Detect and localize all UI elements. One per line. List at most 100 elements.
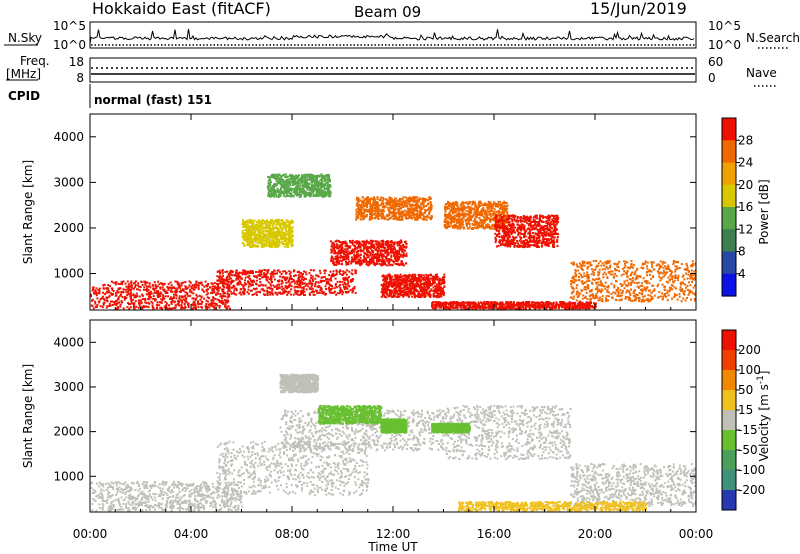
- power-ytick-label: 3000: [53, 175, 84, 189]
- power-colorbar-swatch: [722, 251, 736, 275]
- velocity-colorbar-swatch: [722, 490, 736, 511]
- power-colorbar-swatch: [722, 118, 736, 141]
- power-ytick-label: 4000: [53, 130, 84, 144]
- velocity-colorbar-tick: -50: [738, 443, 758, 457]
- power-region-1: [216, 269, 358, 296]
- beam-label: Beam 09: [354, 3, 421, 21]
- velocity-colorbar-tick: 15: [738, 403, 753, 417]
- velocity-colorbar-swatch: [722, 430, 736, 451]
- velocity-region-1: [216, 440, 370, 497]
- freq-right-top: 60: [708, 55, 723, 69]
- power-region-9: [431, 300, 597, 310]
- power-ytick-label: 1000: [53, 267, 84, 281]
- power-colorbar-tick: 12: [738, 222, 753, 236]
- power-region-0: [90, 280, 231, 310]
- velocity-colorbar-swatch: [722, 410, 736, 431]
- power-heatmap: [90, 173, 696, 310]
- velocity-heatmap: [90, 373, 696, 512]
- noise-right-label: N.Search: [746, 31, 800, 45]
- power-ytick-label: 2000: [53, 221, 84, 235]
- x-tick-label: 16:00: [477, 527, 512, 541]
- velocity-colorbar-swatch: [722, 450, 736, 471]
- velocity-region-4: [570, 462, 696, 508]
- power-region-2: [330, 239, 408, 267]
- cpid-value: normal (fast) 151: [94, 93, 212, 107]
- noise-left-bottom: 10^0: [53, 38, 86, 52]
- velocity-region-8: [457, 500, 648, 512]
- velocity-ytick-label: 3000: [53, 380, 84, 394]
- freq-label-1: Freq.: [20, 54, 50, 68]
- freq-right-bottom: 0: [708, 71, 716, 85]
- power-colorbar-tick: 4: [738, 267, 746, 281]
- velocity-y-axis: 1000 2000 3000 4000: [53, 335, 696, 483]
- power-colorbar-tick: 28: [738, 133, 753, 147]
- power-ylabel: Slant Range [km]: [21, 160, 35, 264]
- x-tick-label: 08:00: [275, 527, 310, 541]
- velocity-colorbar-tick: -200: [738, 483, 765, 497]
- velocity-colorbar-tick: 100: [738, 363, 761, 377]
- date-label: 15/Jun/2019: [590, 0, 687, 18]
- velocity-colorbar-tick: -100: [738, 463, 765, 477]
- velocity-colorbar-tick: 50: [738, 383, 753, 397]
- velocity-colorbar-swatch: [722, 390, 736, 411]
- noise-sky-line: [89, 28, 695, 45]
- time-x-axis: 00:00 04:00 08:00 12:00 16:00 20:00 00:00: [73, 114, 714, 541]
- station-title: Hokkaido East (fitACF): [92, 0, 271, 18]
- velocity-region-6: [380, 418, 408, 434]
- velocity-ytick-label: 4000: [53, 335, 84, 349]
- noise-panel-frame: [89, 21, 697, 49]
- power-colorbar-swatch: [722, 273, 736, 297]
- power-y-axis: 1000 2000 3000 4000: [53, 130, 696, 281]
- velocity-ytick-label: 2000: [53, 425, 84, 439]
- x-tick-label: 12:00: [376, 527, 411, 541]
- freq-left-bottom: 8: [76, 71, 84, 85]
- velocity-colorbar-swatch: [722, 350, 736, 371]
- power-colorbar-tick: 24: [738, 156, 753, 170]
- power-colorbar-swatch: [722, 207, 736, 230]
- x-tick-label: 00:00: [73, 527, 108, 541]
- power-colorbar: 28 24 20 16 12 8 4: [721, 117, 753, 297]
- velocity-ylabel: Slant Range [km]: [21, 364, 35, 468]
- x-tick-label: 04:00: [174, 527, 209, 541]
- power-region-5: [494, 214, 560, 249]
- power-colorbar-tick: 20: [738, 178, 753, 192]
- x-tick-label: 00:00: [679, 527, 714, 541]
- freq-panel-frame: [89, 57, 697, 83]
- noise-trace: [89, 28, 695, 46]
- power-colorbar-swatch: [722, 184, 736, 208]
- velocity-region-7: [431, 422, 471, 434]
- freq-left-top: 18: [69, 55, 84, 69]
- power-region-3: [380, 273, 446, 299]
- power-colorbar-label: Power [dB]: [757, 179, 771, 244]
- velocity-colorbar-label: Velocity [m s-1]: [756, 371, 771, 462]
- freq-label-2: [MHz]: [6, 67, 41, 81]
- velocity-colorbar: 200 100 50 15 -15 -50 -100 -200: [721, 329, 765, 511]
- velocity-region-5: [317, 404, 383, 425]
- x-axis-label: Time UT: [367, 540, 418, 554]
- noise-left-label: N.Sky: [8, 31, 42, 45]
- cpid-label: CPID: [8, 89, 40, 103]
- velocity-region-3: [444, 404, 572, 461]
- velocity-colorbar-swatch: [722, 330, 736, 351]
- power-region-8: [569, 259, 696, 303]
- velocity-colorbar-swatch: [722, 470, 736, 491]
- power-region-10: [241, 218, 294, 249]
- power-colorbar-tick: 8: [738, 245, 746, 259]
- velocity-ytick-label: 1000: [53, 469, 84, 483]
- power-colorbar-tick: 16: [738, 200, 753, 214]
- power-colorbar-swatch: [722, 162, 736, 186]
- velocity-colorbar-tick: -15: [738, 423, 758, 437]
- noise-left-top: 10^5: [53, 19, 86, 33]
- power-colorbar-swatch: [722, 140, 736, 164]
- power-colorbar-swatch: [722, 229, 736, 253]
- velocity-colorbar-tick: 200: [738, 343, 761, 357]
- power-region-7: [266, 173, 332, 198]
- power-region-6: [355, 196, 433, 221]
- noise-right-bottom: 10^0: [708, 38, 741, 52]
- noise-right-top: 10^5: [708, 19, 741, 33]
- x-tick-label: 20:00: [578, 527, 613, 541]
- velocity-colorbar-swatch: [722, 370, 736, 391]
- velocity-region-9: [279, 373, 320, 394]
- nave-label: Nave: [746, 66, 777, 80]
